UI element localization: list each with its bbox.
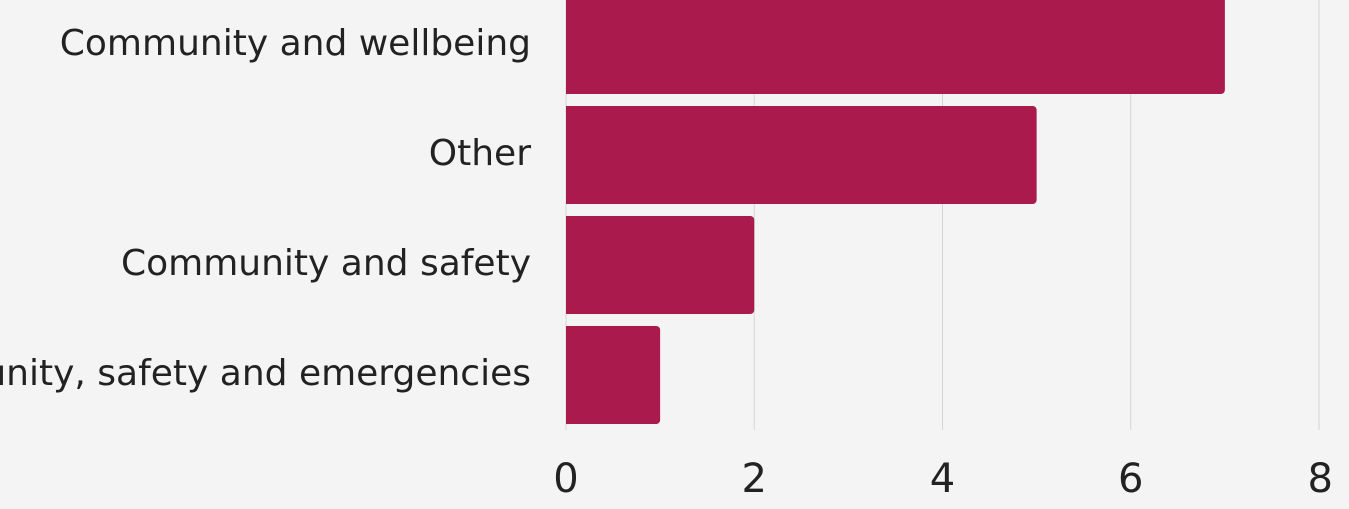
x-tick-label: 8 xyxy=(1308,456,1333,502)
bars xyxy=(566,0,1225,424)
bar-left-edge xyxy=(566,106,574,204)
x-axis-ticks: 0 2 4 6 8 xyxy=(553,456,1333,502)
bar xyxy=(566,326,661,424)
category-label: Community and safety xyxy=(121,243,531,284)
bar-left-edge xyxy=(566,326,574,424)
category-label: Other xyxy=(429,133,531,174)
x-tick-label: 0 xyxy=(553,456,578,502)
x-tick-label: 2 xyxy=(742,456,767,502)
category-label: Community and wellbeing xyxy=(60,23,531,64)
x-tick-label: 6 xyxy=(1118,456,1143,502)
x-tick-label: 4 xyxy=(930,456,955,502)
bar xyxy=(566,106,1037,204)
bar-left-edge xyxy=(566,216,574,314)
bar xyxy=(566,0,1225,94)
bar-left-edge xyxy=(566,0,574,94)
bar xyxy=(566,216,755,314)
category-label: Community, safety and emergencies xyxy=(0,353,531,394)
category-labels: Community and wellbeing Other Community an… xyxy=(0,23,531,394)
